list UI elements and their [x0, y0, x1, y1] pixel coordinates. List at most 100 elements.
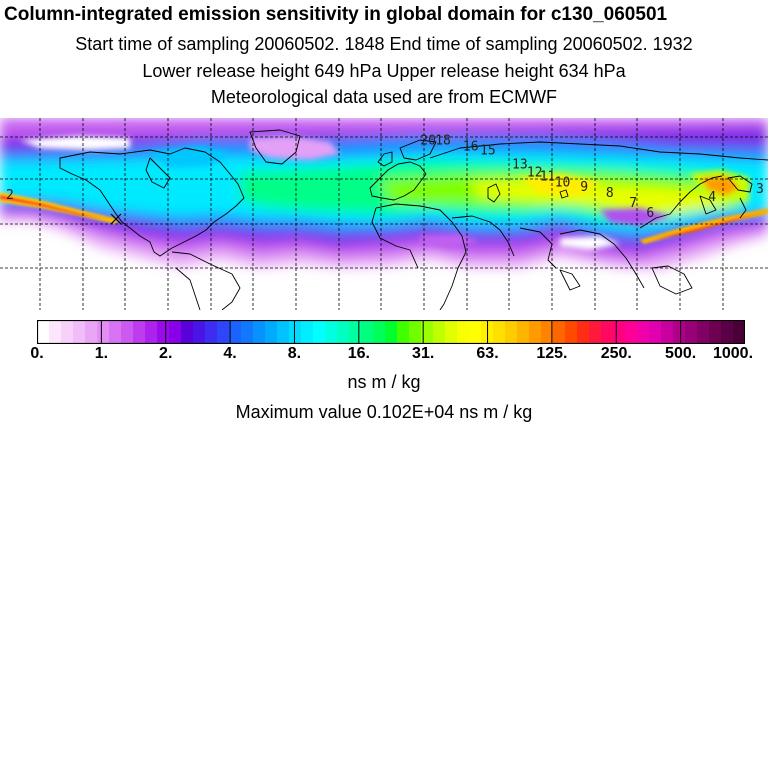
colorbar-cell	[325, 320, 338, 344]
colorbar-tick-label: 250.	[600, 345, 632, 362]
colorbar-cell	[433, 320, 446, 344]
colorbar-cell	[529, 320, 542, 344]
colorbar-cell	[733, 320, 745, 344]
trajectory-label: 15	[480, 143, 496, 158]
colorbar-cell	[709, 320, 722, 344]
colorbar-cell	[625, 320, 638, 344]
colorbar-cell	[685, 320, 698, 344]
maximum-value-text: Maximum value 0.102E+04 ns m / kg	[235, 402, 533, 422]
colorbar-tick-label: 1000.	[712, 345, 754, 362]
colorbar-cell	[193, 320, 206, 344]
colorbar-tick-label: 4.	[223, 345, 237, 362]
colorbar-cell	[445, 320, 458, 344]
colorbar-cell	[457, 320, 470, 344]
colorbar-tick-label: 2.	[159, 345, 173, 362]
colorbar-cell	[277, 320, 290, 344]
trajectory-label: 2	[6, 188, 14, 203]
colorbar-cell	[397, 320, 410, 344]
trajectory-label: 7	[629, 196, 637, 211]
trajectory-label: 16	[463, 139, 479, 154]
colorbar-unit-label: ns m / kg	[347, 372, 421, 392]
colorbar-tick-label: 500.	[665, 345, 697, 362]
trajectory-label: 20	[420, 133, 436, 148]
colorbar-cell	[385, 320, 398, 344]
colorbar-cell	[697, 320, 710, 344]
colorbar-cell	[49, 320, 62, 344]
colorbar-dividers	[100, 320, 682, 344]
trajectory-label: 18	[435, 133, 451, 148]
colorbar-cell	[301, 320, 314, 344]
colorbar-cell	[313, 320, 326, 344]
colorbar-cell	[205, 320, 218, 344]
trajectory-label: 12	[527, 166, 543, 181]
release-point-marker	[110, 213, 122, 225]
colorbar-tick-label: 16.	[347, 345, 370, 362]
trajectory-label: 11	[540, 170, 556, 185]
colorbar-cell	[361, 320, 374, 344]
colorbar-cell	[613, 320, 626, 344]
trajectory-label: 6	[646, 206, 654, 221]
trajectory-label: 4	[708, 190, 716, 205]
colorbar-cell	[649, 320, 662, 344]
colorbar-cell	[409, 320, 422, 344]
map-graticule	[0, 118, 768, 310]
colorbar-cell	[589, 320, 602, 344]
colorbar-cells	[37, 320, 745, 344]
colorbar-cell	[661, 320, 674, 344]
trajectory-label: 9	[580, 180, 588, 195]
colorbar-cell	[721, 320, 734, 344]
colorbar-cell	[241, 320, 254, 344]
sensitivity-field	[0, 118, 768, 270]
colorbar-cell	[373, 320, 386, 344]
colorbar-cell	[673, 320, 686, 344]
coastlines	[59, 129, 768, 310]
colorbar-cell	[421, 320, 434, 344]
trajectory-label: 3	[756, 182, 764, 197]
colorbar-tick-label: 8.	[287, 345, 302, 362]
trajectory-label: 10	[555, 176, 571, 191]
release-height-line: Lower release height 649 hPa Upper relea…	[142, 61, 626, 81]
colorbar	[37, 320, 745, 344]
colorbar-cell	[181, 320, 194, 344]
colorbar-cell	[553, 320, 566, 344]
trajectory-label: 13	[512, 158, 528, 173]
colorbar-cell	[157, 320, 170, 344]
colorbar-cell	[73, 320, 86, 344]
plot-title: Column-integrated emission sensitivity i…	[4, 4, 668, 25]
colorbar-cell	[637, 320, 650, 344]
colorbar-cell	[505, 320, 518, 344]
colorbar-cell	[253, 320, 266, 344]
colorbar-cell	[61, 320, 74, 344]
colorbar-tick-label: 31.	[412, 345, 435, 362]
colorbar-cell	[349, 320, 362, 344]
colorbar-cell	[577, 320, 590, 344]
colorbar-cell	[469, 320, 482, 344]
colorbar-cell	[121, 320, 134, 344]
colorbar-tick-label: 1.	[94, 345, 109, 362]
colorbar-cell	[97, 320, 110, 344]
colorbar-cell	[289, 320, 302, 344]
colorbar-tick-labels: 0. 1. 2. 4. 8. 16. 31. 63. 125. 250. 500. 1000.	[0, 345, 768, 369]
colorbar-cell	[541, 320, 554, 344]
colorbar-tick-label: 0.	[30, 345, 44, 362]
colorbar-frame	[37, 320, 745, 344]
colorbar-cell	[493, 320, 506, 344]
colorbar-cell	[109, 320, 122, 344]
colorbar-cell	[565, 320, 578, 344]
colorbar-cell	[229, 320, 242, 344]
colorbar-cell	[37, 320, 50, 344]
met-data-line: Meteorological data used are from ECMWF	[210, 87, 558, 107]
colorbar-cell	[265, 320, 278, 344]
colorbar-cell	[169, 320, 182, 344]
colorbar-cell	[337, 320, 350, 344]
colorbar-cell	[133, 320, 146, 344]
trajectory-label: 8	[606, 186, 614, 201]
colorbar-cell	[145, 320, 158, 344]
colorbar-tick-label: 125.	[536, 345, 568, 362]
colorbar-cell	[85, 320, 98, 344]
colorbar-cell	[217, 320, 230, 344]
colorbar-tick-label: 63.	[476, 345, 499, 362]
colorbar-cell	[517, 320, 530, 344]
colorbar-cell	[601, 320, 614, 344]
